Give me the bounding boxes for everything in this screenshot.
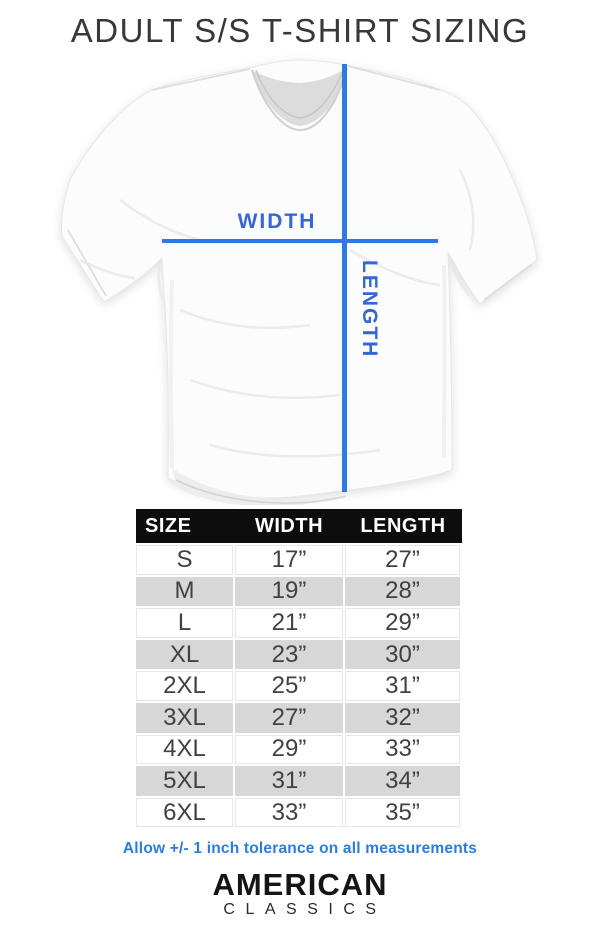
size-cell: 5XL <box>136 766 233 796</box>
length-cell: 33” <box>345 734 460 765</box>
length-cell: 31” <box>345 671 460 701</box>
width-cell: 19” <box>235 576 343 607</box>
size-table-header-row: SIZE WIDTH LENGTH <box>136 509 462 543</box>
length-cell: 28” <box>345 576 460 607</box>
length-cell: 35” <box>345 797 460 828</box>
width-cell: 33” <box>235 797 343 828</box>
brand-name-american: AMERICAN <box>212 867 388 902</box>
size-cell: 6XL <box>136 797 233 828</box>
table-row-6xl: 6XL 33” 35” <box>136 797 462 828</box>
width-cell: 21” <box>235 608 343 638</box>
table-row-3xl: 3XL 27” 32” <box>136 702 462 733</box>
col-header-length: LENGTH <box>360 514 446 537</box>
width-cell: 31” <box>235 766 343 796</box>
table-row-xl: XL 23” 30” <box>136 639 462 670</box>
width-cell: 23” <box>235 639 343 670</box>
width-cell: 29” <box>235 734 343 765</box>
tshirt-photo <box>61 59 538 505</box>
width-label: WIDTH <box>237 210 317 233</box>
size-cell: L <box>136 608 233 638</box>
width-cell: 25” <box>235 671 343 701</box>
col-header-size: SIZE <box>145 514 192 537</box>
size-table: SIZE WIDTH LENGTH S 17” 27” M 19” 28” L … <box>136 509 462 828</box>
size-cell: 3XL <box>136 702 233 733</box>
length-cell: 27” <box>345 545 460 575</box>
size-cell: S <box>136 545 233 575</box>
table-row-m: M 19” 28” <box>136 576 462 607</box>
table-row-s: S 17” 27” <box>136 545 462 575</box>
length-cell: 29” <box>345 608 460 638</box>
length-cell: 30” <box>345 639 460 670</box>
tolerance-note: Allow +/- 1 inch tolerance on all measur… <box>122 840 478 857</box>
brand-logo: AMERICAN CLASSICS <box>0 869 600 918</box>
page-title: ADULT S/S T-SHIRT SIZING <box>70 12 530 49</box>
size-cell: XL <box>136 639 233 670</box>
length-cell: 32” <box>345 702 460 733</box>
size-cell: M <box>136 576 233 607</box>
table-row-2xl: 2XL 25” 31” <box>136 671 462 701</box>
shirt-measurement-diagram: WIDTH LENGTH <box>0 50 600 505</box>
width-cell: 17” <box>235 545 343 575</box>
length-cell: 34” <box>345 766 460 796</box>
brand-name-classics: CLASSICS <box>223 901 387 918</box>
table-row-l: L 21” 29” <box>136 608 462 638</box>
length-label: LENGTH <box>358 260 381 359</box>
table-row-5xl: 5XL 31” 34” <box>136 766 462 796</box>
size-table-body: S 17” 27” M 19” 28” L 21” 29” XL 23” 30”… <box>136 543 462 828</box>
size-cell: 2XL <box>136 671 233 701</box>
length-measure-line <box>342 64 347 492</box>
width-cell: 27” <box>235 702 343 733</box>
width-measure-line <box>162 239 438 243</box>
table-row-4xl: 4XL 29” 33” <box>136 734 462 765</box>
col-header-width: WIDTH <box>254 514 324 537</box>
size-cell: 4XL <box>136 734 233 765</box>
